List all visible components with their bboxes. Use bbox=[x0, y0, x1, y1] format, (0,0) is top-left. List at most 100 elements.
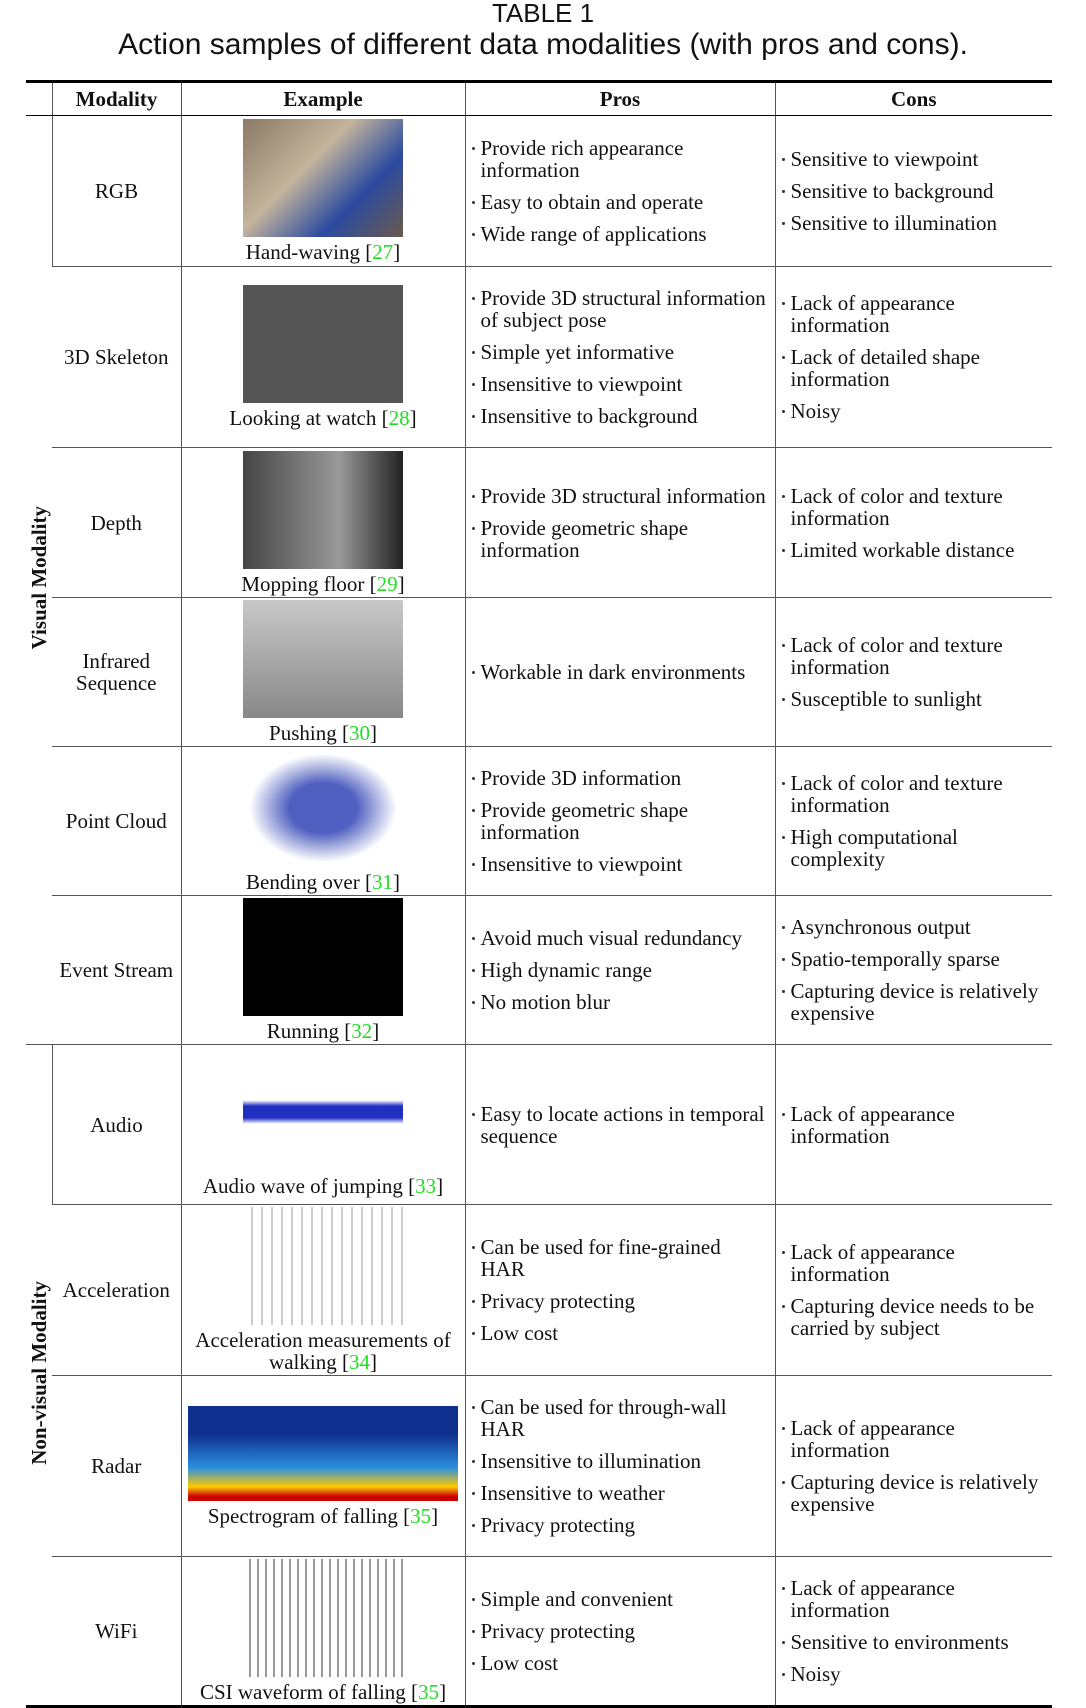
pros-item: Simple yet informative bbox=[471, 341, 770, 363]
group-label: Visual Modality bbox=[26, 506, 51, 650]
header-row: Modality Example Pros Cons bbox=[26, 81, 1052, 116]
pros-item: Workable in dark environments bbox=[471, 661, 770, 683]
pros-item: Insensitive to background bbox=[471, 405, 770, 427]
cons-item: Lack of appearance information bbox=[781, 1241, 1048, 1285]
caption: Pushing [30] bbox=[182, 722, 465, 744]
caption-text: ] bbox=[431, 1503, 439, 1528]
cons-list: Lack of appearance information Capturing … bbox=[777, 1417, 1052, 1515]
caption-text: ] bbox=[369, 1350, 377, 1374]
caption-text: Pushing [ bbox=[269, 721, 349, 745]
caption: Audio wave of jumping [33] bbox=[182, 1175, 465, 1197]
reference: 35 bbox=[410, 1503, 432, 1528]
pros-cell: Provide 3D structural information of sub… bbox=[464, 266, 775, 448]
example-image bbox=[243, 450, 403, 569]
cons-item: Susceptible to sunlight bbox=[781, 688, 1048, 710]
table-row: Infrared Sequence Pushing [30] Workable in… bbox=[26, 597, 1052, 747]
example-cell: Audio wave of jumping [33] bbox=[180, 1044, 465, 1205]
pros-cell: Provide rich appearance information Easy … bbox=[464, 115, 775, 267]
cons-cell: Lack of color and texture information Hig… bbox=[774, 746, 1052, 896]
pros-list: Provide rich appearance information Easy … bbox=[467, 137, 774, 245]
reference: 34 bbox=[348, 1350, 370, 1374]
cons-list: Lack of appearance information Lack of de… bbox=[777, 292, 1052, 422]
cons-list: Lack of color and texture information Lim… bbox=[777, 485, 1052, 561]
pros-item: Privacy protecting bbox=[471, 1514, 770, 1536]
pros-item: Privacy protecting bbox=[471, 1620, 770, 1642]
reference: 29 bbox=[376, 571, 398, 596]
pros-list: Easy to locate actions in temporal seque… bbox=[467, 1103, 774, 1147]
table-row: Event Stream Running [32] Avoid much visua… bbox=[26, 895, 1052, 1045]
example-cell: CSI waveform of falling [35] bbox=[180, 1556, 465, 1707]
caption: Spectrogram of falling [35] bbox=[182, 1505, 465, 1527]
caption-text: ] bbox=[439, 1680, 447, 1704]
pros-item: Privacy protecting bbox=[471, 1290, 770, 1312]
cons-item: Noisy bbox=[781, 400, 1048, 422]
cons-cell: Lack of appearance information bbox=[774, 1044, 1052, 1205]
table-row: Point Cloud Bending over [31] Provide 3D i… bbox=[26, 746, 1052, 896]
modality: 3D Skeleton bbox=[52, 266, 181, 448]
caption-text: Hand-waving [ bbox=[245, 240, 373, 264]
pros-item: Avoid much visual redundancy bbox=[471, 927, 770, 949]
column-header: Modality bbox=[51, 81, 181, 116]
pros-item: Insensitive to viewpoint bbox=[471, 373, 770, 395]
example-image bbox=[243, 1052, 403, 1171]
cons-item: Capturing device is relatively expensive bbox=[781, 980, 1048, 1024]
caption-text: ] bbox=[369, 721, 377, 745]
cons-item: Lack of appearance information bbox=[781, 1577, 1048, 1621]
group-label: Non-visual Modality bbox=[26, 1281, 51, 1465]
example-image bbox=[243, 749, 403, 867]
caption-text: Acceleration measurements of walking [ bbox=[195, 1328, 451, 1374]
cons-item: Capturing device is relatively expensive bbox=[781, 1471, 1048, 1515]
pros-list: Avoid much visual redundancy High dynamic… bbox=[467, 927, 774, 1013]
example-cell: Running [32] bbox=[180, 895, 465, 1045]
example-cell: Looking at watch [28] bbox=[180, 266, 465, 448]
pros-item: Insensitive to viewpoint bbox=[471, 853, 770, 875]
caption-text: Mopping floor [ bbox=[241, 571, 377, 596]
table-row: Depth Mopping floor [29] Provide 3D struct… bbox=[26, 447, 1052, 598]
cons-cell: Lack of appearance information Capturing … bbox=[774, 1204, 1052, 1376]
reference: 27 bbox=[372, 240, 394, 264]
pros-item: Insensitive to weather bbox=[471, 1482, 770, 1504]
cons-cell: Lack of appearance information Lack of de… bbox=[774, 266, 1052, 448]
caption-text: ] bbox=[409, 406, 417, 430]
pros-list: Provide 3D structural information of sub… bbox=[467, 287, 774, 427]
cons-item: Lack of detailed shape information bbox=[781, 346, 1048, 390]
modality: Depth bbox=[52, 447, 181, 598]
table: Modality Example Pros Cons Visual Modality R… bbox=[26, 80, 1052, 1708]
cons-item: Lack of appearance information bbox=[781, 292, 1048, 336]
modality: RGB bbox=[51, 115, 181, 267]
pros-item: No motion blur bbox=[471, 991, 770, 1013]
cons-list: Lack of appearance information bbox=[777, 1103, 1052, 1147]
caption: Looking at watch [28] bbox=[182, 407, 465, 429]
pros-item: Provide rich appearance information bbox=[471, 137, 770, 181]
pros-item: Provide geometric shape information bbox=[471, 517, 770, 561]
table-title: Action samples of different data modalit… bbox=[118, 28, 968, 61]
pros-item: Provide 3D information bbox=[471, 767, 770, 789]
cons-item: Sensitive to environments bbox=[781, 1631, 1048, 1653]
reference: 28 bbox=[388, 406, 410, 430]
pros-cell: Workable in dark environments bbox=[464, 597, 775, 747]
cons-item: Capturing device needs to be carried by … bbox=[781, 1295, 1048, 1339]
modality: Radar bbox=[52, 1375, 181, 1557]
example-image bbox=[243, 898, 403, 1016]
example-cell: Bending over [31] bbox=[180, 746, 465, 896]
example-image bbox=[243, 1207, 403, 1325]
caption-text: ] bbox=[372, 1019, 380, 1043]
table-row: 3D Skeleton Looking at watch [28] Provide … bbox=[26, 266, 1052, 448]
caption-text: Bending over [ bbox=[246, 870, 372, 894]
cons-item: Spatio-temporally sparse bbox=[781, 948, 1048, 970]
caption-text: Looking at watch [ bbox=[229, 406, 389, 430]
example-cell: Mopping floor [29] bbox=[180, 447, 465, 598]
pros-item: Low cost bbox=[471, 1322, 770, 1344]
pros-cell: Easy to locate actions in temporal seque… bbox=[464, 1044, 775, 1205]
header: TABLE 1 Action samples of different data… bbox=[0, 0, 1086, 64]
table-row: Radar Spectrogram of falling [35] Can be u… bbox=[26, 1375, 1052, 1557]
pros-cell: Provide 3D structural information Provide… bbox=[464, 447, 775, 598]
column-header: Pros bbox=[464, 81, 775, 116]
cons-list: Lack of appearance information Sensitive … bbox=[777, 1577, 1052, 1685]
cons-cell: Lack of color and texture information Lim… bbox=[774, 447, 1052, 598]
caption-text: Running [ bbox=[266, 1019, 352, 1043]
pros-cell: Can be used for fine-grained HAR Privacy … bbox=[464, 1204, 775, 1376]
caption-text: ] bbox=[392, 870, 400, 894]
column-header: Example bbox=[180, 81, 465, 116]
caption-text: Audio wave of jumping [ bbox=[202, 1173, 416, 1198]
